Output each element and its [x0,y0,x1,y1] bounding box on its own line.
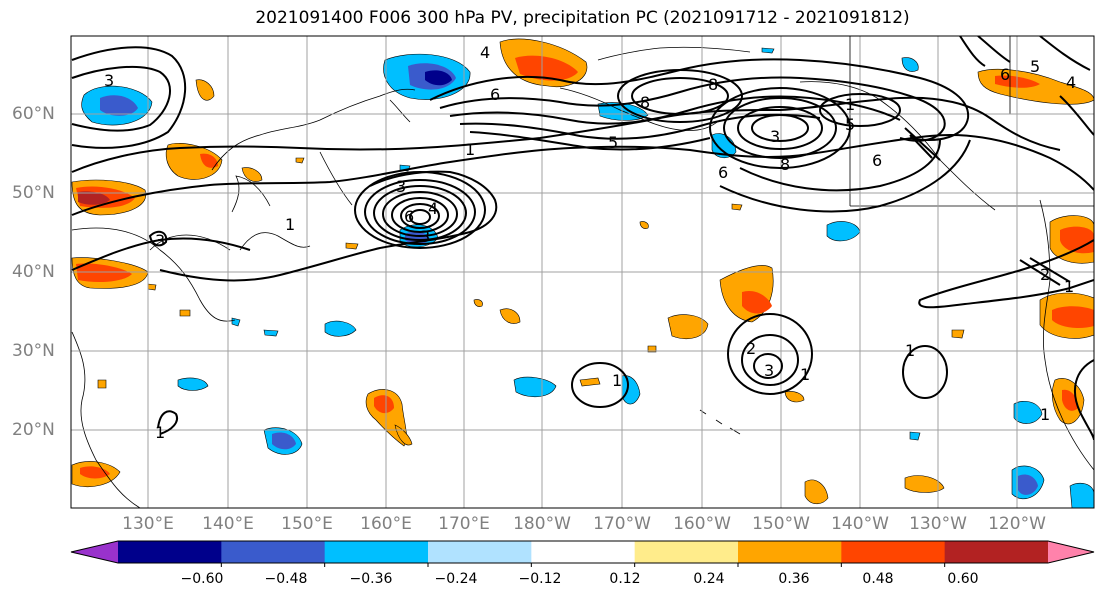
contour-label: 1 [1040,405,1050,424]
contour-label: 3 [420,227,430,246]
contour-label: 2 [746,339,756,358]
colorbar-segment [531,541,636,563]
contour-label: 5 [845,115,855,134]
contour-label: 8 [780,155,790,174]
contour-label: 6 [1000,65,1010,84]
colorbar-label: 0.36 [778,571,810,587]
colorbar-label: −0.24 [434,571,478,587]
pv-contour-labels: 3 4 1 6 8 5 6 3 8 1 5 6 5 4 3 1 3 1 2 3 … [104,43,1076,442]
graticule [71,36,1094,508]
lat-label: 60°N [12,104,55,124]
colorbar-segment [428,541,532,563]
lon-label: 170°W [593,514,651,534]
lat-label: 40°N [12,262,55,282]
lon-label: 160°W [673,514,731,534]
contour-label: 4 [428,199,438,218]
contour-label: 1 [612,371,622,390]
contour-label: 6 [404,207,414,226]
lon-label: 140°W [831,514,889,534]
colorbar-segment [841,541,946,563]
colorbar-segment [944,541,1049,563]
lon-label: 120°W [988,514,1046,534]
contour-label: 4 [480,43,490,62]
map-title: 2021091400 F006 300 hPa PV, precipitatio… [255,8,910,28]
contour-label: 3 [396,177,406,196]
colorbar-segment [118,541,222,563]
contour-label: 3 [764,361,774,380]
contour-label: 8 [640,93,650,112]
contour-label: 1 [845,95,855,114]
contour-label: 8 [708,75,718,94]
contour-label: 3 [155,231,165,250]
contour-label: 3 [770,127,780,146]
contour-label: 6 [718,163,728,182]
colorbar-segment [324,541,429,563]
lat-label: 20°N [12,420,55,440]
colorbar [70,540,1095,567]
lon-label: 160°E [360,514,412,534]
lon-label: 170°E [438,514,490,534]
contour-label: 4 [1066,73,1076,92]
map-plot-area: 3 4 1 6 8 5 6 3 8 1 5 6 5 4 3 1 3 1 2 3 … [71,36,1094,508]
pv-contours [71,36,1094,441]
contour-label: 1 [155,423,165,442]
map-frame [70,35,1095,509]
contour-label: 1 [465,140,475,159]
lon-label: 150°E [281,514,333,534]
precip-shading [71,38,1094,508]
colorbar-segment [221,541,326,563]
contour-label: 1 [905,341,915,360]
contour-label: 6 [490,85,500,104]
contour-label: 3 [104,71,114,90]
colorbar-label: −0.60 [180,571,224,587]
lon-label: 130°W [909,514,967,534]
contour-label: 1 [285,215,295,234]
contour-label: 2 [1040,265,1050,284]
colorbar-extend-min [71,541,118,563]
colorbar-label: 0.60 [947,571,979,587]
contour-label: 1 [800,365,810,384]
contour-label: 5 [1030,57,1040,76]
colorbar-segment [634,541,739,563]
lon-label: 140°E [202,514,254,534]
contour-label: 6 [872,151,882,170]
contour-label: 5 [608,133,618,152]
lon-label: 130°E [122,514,174,534]
colorbar-label: 0.12 [609,571,641,587]
lat-label: 30°N [12,341,55,361]
lon-label: 150°W [752,514,810,534]
contour-label: 1 [1064,277,1074,296]
colorbar-label: −0.12 [518,571,562,587]
colorbar-label: 0.24 [693,571,725,587]
lat-label: 50°N [12,183,55,203]
colorbar-label: −0.36 [349,571,393,587]
lon-label: 180°W [513,514,571,534]
colorbar-label: −0.48 [264,571,308,587]
colorbar-outline [70,540,1095,564]
colorbar-label: 0.48 [862,571,894,587]
colorbar-extend-max [1048,541,1094,563]
colorbar-segment [738,541,842,563]
